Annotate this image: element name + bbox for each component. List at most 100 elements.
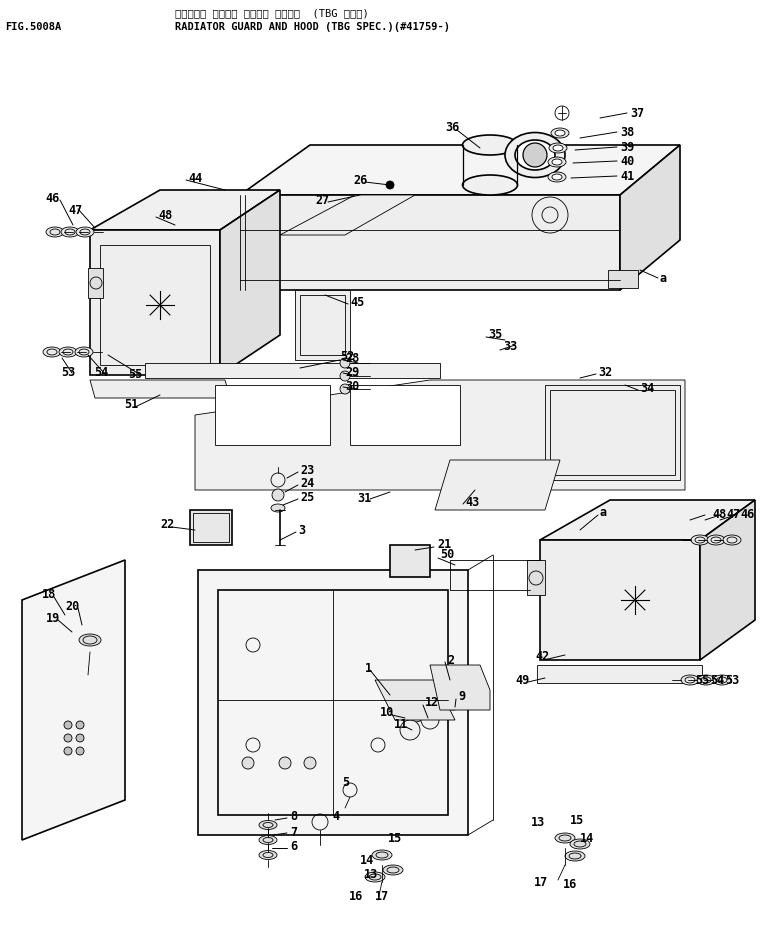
- Circle shape: [279, 757, 291, 769]
- Polygon shape: [198, 570, 468, 835]
- Text: 30: 30: [345, 379, 359, 392]
- Polygon shape: [195, 380, 685, 490]
- Ellipse shape: [259, 851, 277, 859]
- Text: 16: 16: [349, 890, 363, 903]
- Text: 55: 55: [695, 674, 709, 687]
- Text: 50: 50: [440, 549, 454, 562]
- Bar: [218, 590, 448, 815]
- Circle shape: [443, 690, 463, 710]
- Ellipse shape: [59, 347, 77, 357]
- Text: 47: 47: [726, 508, 740, 521]
- Polygon shape: [540, 540, 700, 660]
- Text: 27: 27: [316, 194, 330, 206]
- Ellipse shape: [76, 227, 94, 237]
- Text: 1: 1: [365, 662, 372, 675]
- Polygon shape: [537, 665, 702, 683]
- Bar: [190, 510, 232, 545]
- Circle shape: [304, 757, 316, 769]
- Text: 38: 38: [620, 125, 634, 138]
- Text: 18: 18: [42, 588, 56, 601]
- Text: 33: 33: [503, 341, 517, 354]
- Ellipse shape: [463, 175, 517, 195]
- Circle shape: [242, 757, 254, 769]
- Ellipse shape: [551, 128, 569, 138]
- Ellipse shape: [681, 675, 699, 685]
- Text: 14: 14: [360, 853, 374, 867]
- Text: 16: 16: [563, 879, 578, 891]
- Text: 17: 17: [375, 890, 389, 903]
- Text: 28: 28: [345, 352, 359, 364]
- Bar: [100, 245, 210, 365]
- Ellipse shape: [515, 140, 555, 170]
- Polygon shape: [145, 363, 440, 378]
- Circle shape: [421, 711, 439, 729]
- Circle shape: [340, 384, 350, 394]
- Text: 13: 13: [364, 869, 378, 882]
- Text: 44: 44: [188, 171, 202, 184]
- Text: 19: 19: [46, 612, 60, 625]
- Polygon shape: [545, 385, 680, 480]
- Text: 15: 15: [570, 814, 584, 826]
- Circle shape: [76, 734, 84, 742]
- Ellipse shape: [565, 851, 585, 861]
- Polygon shape: [90, 230, 220, 375]
- Polygon shape: [22, 560, 125, 840]
- Text: 31: 31: [358, 491, 372, 504]
- Bar: [88, 268, 103, 298]
- Circle shape: [76, 747, 84, 755]
- Polygon shape: [240, 145, 680, 195]
- Ellipse shape: [552, 174, 562, 180]
- Text: RADIATOR GUARD AND HOOD (TBG SPEC.)(#41759-): RADIATOR GUARD AND HOOD (TBG SPEC.)(#417…: [175, 22, 450, 32]
- Bar: [527, 560, 545, 595]
- Ellipse shape: [691, 535, 709, 545]
- Ellipse shape: [555, 130, 565, 136]
- Text: 52: 52: [340, 350, 355, 363]
- Ellipse shape: [383, 865, 403, 875]
- Circle shape: [76, 721, 84, 729]
- Circle shape: [386, 181, 394, 189]
- Ellipse shape: [46, 227, 64, 237]
- Ellipse shape: [549, 143, 567, 153]
- Text: 41: 41: [620, 169, 634, 183]
- Ellipse shape: [75, 347, 93, 357]
- Ellipse shape: [79, 634, 101, 646]
- Circle shape: [340, 358, 350, 368]
- Bar: [300, 295, 345, 355]
- Polygon shape: [435, 460, 560, 510]
- Circle shape: [403, 698, 427, 722]
- Text: 55: 55: [128, 369, 142, 381]
- Ellipse shape: [548, 172, 566, 182]
- Polygon shape: [220, 190, 280, 375]
- Polygon shape: [375, 680, 455, 720]
- Text: 51: 51: [124, 397, 138, 410]
- Text: 21: 21: [437, 538, 451, 551]
- Text: 46: 46: [740, 508, 754, 521]
- Text: 26: 26: [354, 173, 368, 186]
- Circle shape: [340, 371, 350, 381]
- Bar: [608, 270, 638, 288]
- Bar: [390, 545, 430, 577]
- Ellipse shape: [61, 227, 79, 237]
- Ellipse shape: [505, 133, 565, 178]
- Polygon shape: [240, 195, 620, 290]
- Text: 53: 53: [725, 674, 739, 687]
- Text: 40: 40: [620, 154, 634, 167]
- Circle shape: [400, 720, 420, 740]
- Ellipse shape: [707, 535, 725, 545]
- Text: 48: 48: [712, 508, 726, 521]
- Ellipse shape: [259, 821, 277, 830]
- Text: 12: 12: [425, 696, 439, 710]
- Text: 14: 14: [580, 832, 594, 844]
- Text: 3: 3: [298, 523, 305, 536]
- Circle shape: [64, 747, 72, 755]
- Text: 7: 7: [290, 825, 297, 838]
- Text: 49: 49: [516, 674, 530, 687]
- Ellipse shape: [713, 675, 731, 685]
- Text: 35: 35: [488, 328, 502, 342]
- Ellipse shape: [548, 157, 566, 167]
- Text: 13: 13: [530, 817, 545, 830]
- Ellipse shape: [365, 872, 385, 882]
- Text: ラジエータ ガード・ オヨビ・ フード・  (TBG ショウ): ラジエータ ガード・ オヨビ・ フード・ (TBG ショウ): [175, 8, 369, 18]
- Text: 29: 29: [345, 365, 359, 378]
- Text: 54: 54: [94, 366, 108, 379]
